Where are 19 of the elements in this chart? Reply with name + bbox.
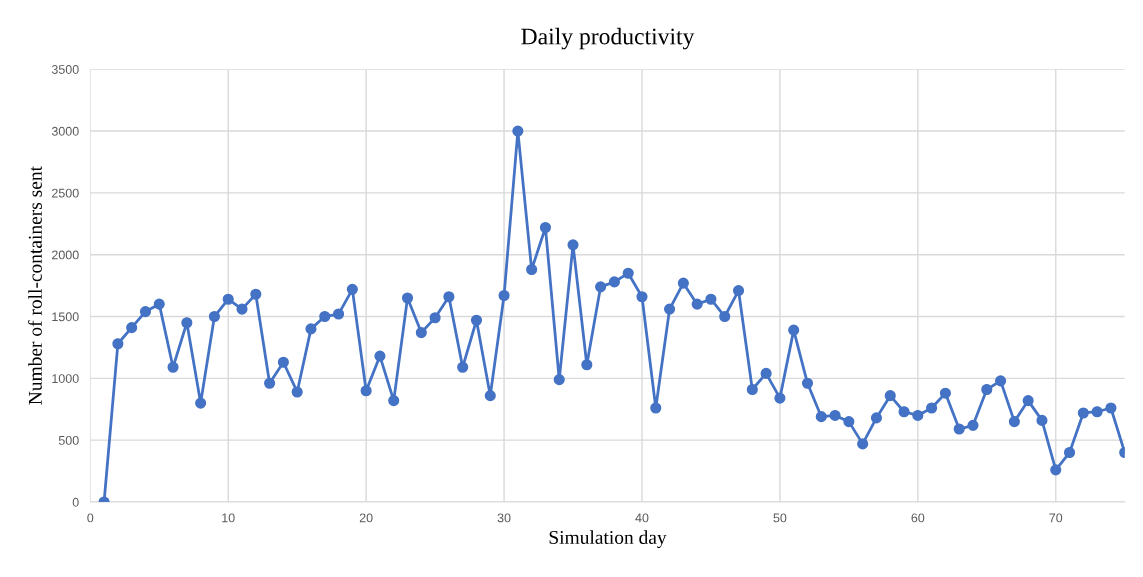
y-tick-label: 2500 <box>52 188 79 198</box>
y-tick-label: 1500 <box>52 312 79 322</box>
y-tick-label: 3500 <box>51 65 79 74</box>
x-tick-label: 50 <box>773 513 787 523</box>
y-tick-label: 500 <box>58 435 79 445</box>
x-tick-label: 40 <box>635 513 649 523</box>
y-tick-label: 2000 <box>52 250 79 260</box>
x-tick-label: 60 <box>911 513 925 523</box>
x-tick-label: 0 <box>87 513 94 523</box>
x-tick-label: 20 <box>359 513 373 523</box>
chart-title: Daily productivity <box>521 27 695 50</box>
x-tick-label: 30 <box>497 513 511 523</box>
y-tick-label: 0 <box>72 497 79 507</box>
y-axis-title: Number of roll-containers sent <box>27 166 42 405</box>
x-tick-label: 10 <box>222 513 235 523</box>
x-tick-label: 70 <box>1049 513 1063 523</box>
y-tick-label: 3000 <box>51 126 79 136</box>
x-axis-title: Simulation day <box>549 530 667 548</box>
y-tick-label: 1000 <box>52 374 79 383</box>
